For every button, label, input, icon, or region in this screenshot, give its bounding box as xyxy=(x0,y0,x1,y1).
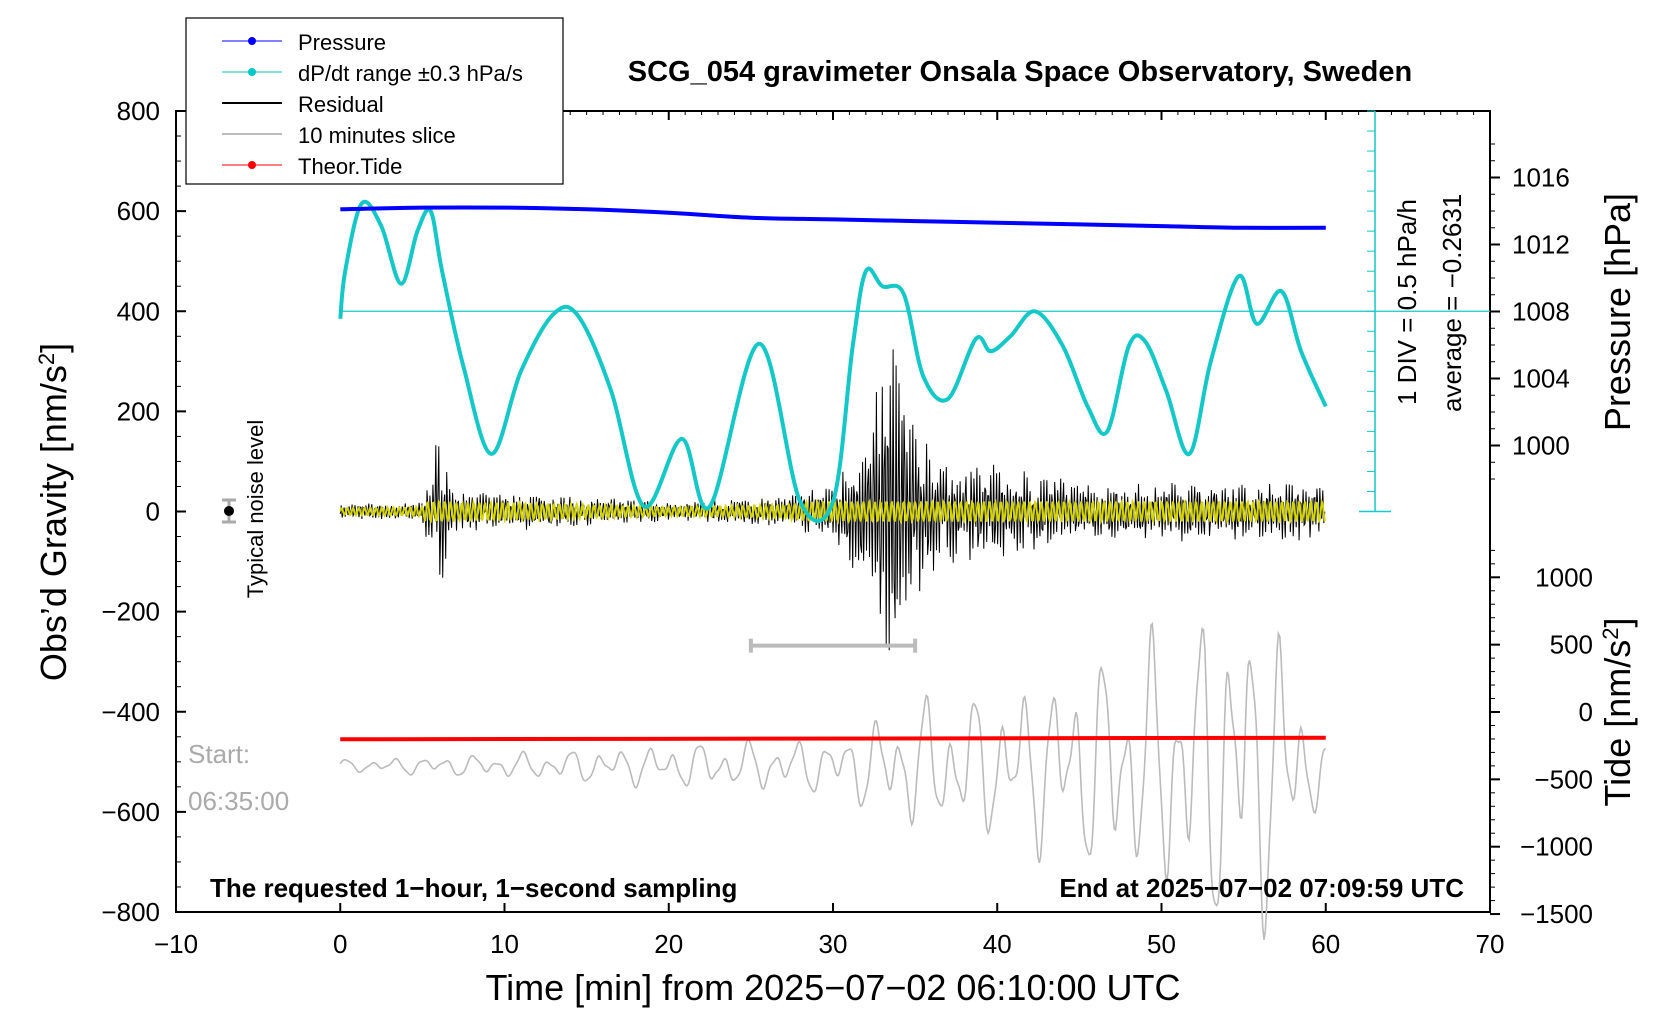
x-tick-label: 70 xyxy=(1476,929,1505,959)
x-tick-label: 0 xyxy=(333,929,347,959)
x-axis: −10 0 10 20 30 40 50 60 70 xyxy=(154,111,1505,959)
x-tick-label: −10 xyxy=(154,929,198,959)
y-tick-label: −800 xyxy=(101,897,160,927)
noise-level-label: Typical noise level xyxy=(243,420,268,599)
legend-swatch-marker xyxy=(248,37,256,45)
start-time: 06:35:00 xyxy=(188,786,289,816)
pressure-tick-label: 1000 xyxy=(1512,431,1570,461)
tide-line xyxy=(340,735,1326,742)
y-tick-label: 200 xyxy=(117,396,160,426)
dpdt-scale-bar xyxy=(340,110,1490,513)
y-axis-title-gravity: Obs’d Gravity [nm/s2] xyxy=(33,343,74,681)
legend-label: Pressure xyxy=(298,30,386,55)
slice-line xyxy=(339,621,1327,940)
div-annotation: 1 DIV = 0.5 hPa/h xyxy=(1392,199,1422,405)
legend-label: Residual xyxy=(298,92,384,117)
legend-label: Theor.Tide xyxy=(298,154,402,179)
footer-right: End at 2025−07−02 07:09:59 UTC xyxy=(1059,873,1464,903)
pressure-tick-label: 1008 xyxy=(1512,297,1570,327)
pressure-line xyxy=(340,205,1326,230)
x-tick-label: 10 xyxy=(490,929,519,959)
y-axis-tide: −1500 −1000 −500 0 500 1000 xyxy=(1490,549,1593,929)
footer-left: The requested 1−hour, 1−second sampling xyxy=(210,873,737,903)
tide-tick-label: −1500 xyxy=(1520,899,1593,929)
y-axis-title-pressure: Pressure [hPa] xyxy=(1597,193,1638,431)
legend-box xyxy=(185,17,564,185)
tide-tick-label: 500 xyxy=(1550,630,1593,660)
x-tick-label: 20 xyxy=(654,929,683,959)
x-tick-label: 60 xyxy=(1311,929,1340,959)
tide-tick-label: 1000 xyxy=(1535,562,1593,592)
y-axis-title-tide: Tide [nm/s2] xyxy=(1597,618,1638,807)
noise-level-marker xyxy=(222,498,236,524)
y-tick-label: 0 xyxy=(146,497,160,527)
y-tick-label: 800 xyxy=(117,96,160,126)
legend: Pressure dP/dt range ±0.3 hPa/s Residual 10… xyxy=(185,17,564,185)
legend-label: dP/dt range ±0.3 hPa/s xyxy=(298,61,523,86)
y-tick-label: −600 xyxy=(101,797,160,827)
x-axis-title: Time [min] from 2025−07−02 06:10:00 UTC xyxy=(485,967,1180,1008)
start-label: Start: xyxy=(188,739,250,769)
tide-tick-label: 0 xyxy=(1579,697,1593,727)
y-axis-pressure: 1000 1004 1008 1012 1016 xyxy=(1490,143,1570,480)
pressure-tick-label: 1004 xyxy=(1512,364,1570,394)
x-tick-label: 40 xyxy=(983,929,1012,959)
legend-label: 10 minutes slice xyxy=(298,123,456,148)
y-tick-label: 600 xyxy=(117,196,160,226)
residual-filtered-line xyxy=(339,498,1326,526)
y-tick-label: −200 xyxy=(101,597,160,627)
chart-title: SCG_054 gravimeter Onsala Space Observat… xyxy=(628,56,1412,88)
y-axis-gravity: −800 −600 −400 −200 0 200 400 600 800 xyxy=(101,96,186,927)
legend-swatch-marker xyxy=(248,161,256,169)
tide-tick-label: −1000 xyxy=(1520,832,1593,862)
pressure-tick-label: 1016 xyxy=(1512,163,1570,193)
tide-tick-label: −500 xyxy=(1534,764,1593,794)
legend-swatch-marker xyxy=(248,68,256,76)
y-tick-label: −400 xyxy=(101,697,160,727)
x-tick-label: 30 xyxy=(819,929,848,959)
pressure-tick-label: 1012 xyxy=(1512,230,1570,260)
y-tick-label: 400 xyxy=(117,296,160,326)
x-tick-label: 50 xyxy=(1147,929,1176,959)
series-layer xyxy=(338,199,1328,940)
dpdt-line xyxy=(338,199,1328,523)
average-annotation: average = −0.2631 xyxy=(1437,194,1467,412)
